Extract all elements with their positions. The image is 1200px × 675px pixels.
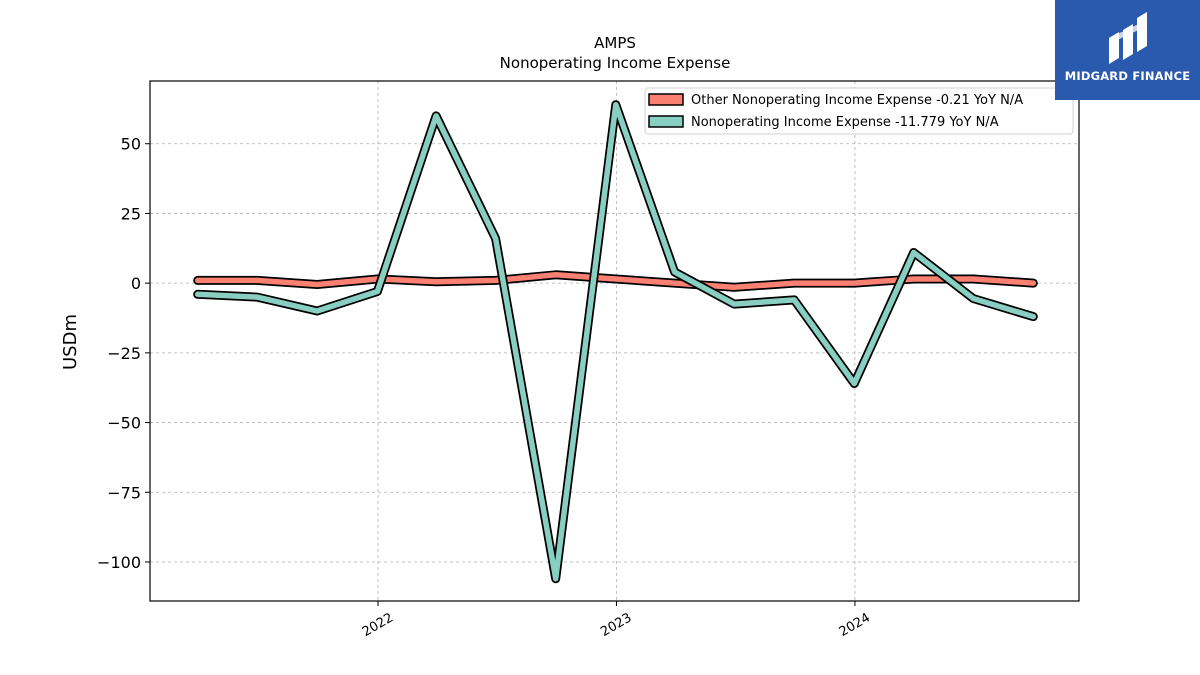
series-line-1 — [194, 101, 1037, 582]
legend-swatch-other-nonoperating — [648, 93, 684, 106]
legend-label-nonoperating: Nonoperating Income Expense -11.779 YoY … — [691, 115, 999, 130]
legend: Other Nonoperating Income Expense -0.21 … — [644, 87, 1074, 135]
brand-name: MIDGARD FINANCE — [1064, 69, 1191, 83]
chart-subtitle: Nonoperating Income Expense — [500, 54, 731, 72]
series-lines — [193, 100, 1038, 584]
plot-frame — [149, 80, 1080, 602]
series-outline-1 — [193, 100, 1038, 584]
series-line-0 — [194, 272, 1037, 291]
y-tick-label: −100 — [97, 553, 141, 572]
y-tick-label: −25 — [107, 344, 141, 363]
brand-mark-icon — [1109, 12, 1147, 64]
y-tick-label: 25 — [121, 204, 141, 223]
y-axis-label: USDm — [60, 314, 81, 370]
y-tick-label: −75 — [107, 483, 141, 502]
x-tick-label: 2022 — [360, 610, 396, 640]
y-tick-label: 50 — [121, 135, 141, 154]
legend-swatch-nonoperating — [648, 115, 684, 128]
x-tick-label: 2024 — [837, 610, 873, 640]
y-tick-label: 0 — [131, 274, 141, 293]
grid-lines — [150, 81, 1079, 601]
y-tick-label: −50 — [107, 414, 141, 433]
brand-logo: MIDGARD FINANCE — [1055, 0, 1200, 100]
chart-title: AMPS — [594, 34, 636, 52]
legend-label-other-nonoperating: Other Nonoperating Income Expense -0.21 … — [691, 93, 1023, 108]
x-tick-label: 2023 — [598, 610, 634, 640]
legend-box — [644, 87, 1074, 135]
